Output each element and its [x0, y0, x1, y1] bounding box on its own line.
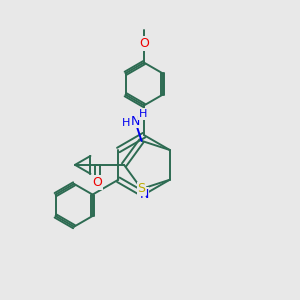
Text: S: S	[137, 182, 146, 195]
Text: H: H	[139, 109, 147, 119]
Text: H: H	[122, 118, 130, 128]
Text: N: N	[140, 188, 149, 201]
Text: O: O	[92, 176, 102, 189]
Text: N: N	[130, 115, 140, 128]
Text: O: O	[139, 37, 149, 50]
